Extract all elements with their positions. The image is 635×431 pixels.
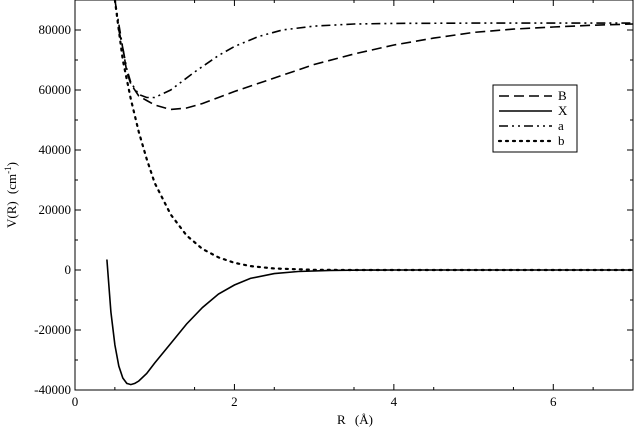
y-tick-label: 40000: [39, 142, 72, 157]
x-axis-label: R: [337, 412, 346, 427]
y-tick-label: 80000: [39, 22, 72, 37]
series-line-B: [118, 23, 633, 111]
legend-label-a: a: [558, 118, 564, 133]
y-axis-title: V(R) (cm-1): [3, 162, 19, 228]
series-line-b: [113, 0, 633, 272]
y-axis-unit-exponent: -1: [3, 166, 13, 174]
y-tick-label: -40000: [34, 382, 71, 397]
x-axis-title: R (Å): [337, 412, 373, 427]
plot-frame: [74, 0, 634, 391]
legend-label-B: B: [558, 88, 567, 103]
series-lines: [106, 0, 633, 386]
y-tick-label: -20000: [34, 322, 71, 337]
legend-label-X: X: [558, 103, 568, 118]
y-tick-label: 20000: [39, 202, 72, 217]
y-tick-label: 0: [65, 262, 72, 277]
y-tick-label: 60000: [39, 82, 72, 97]
x-tick-label: 0: [72, 394, 79, 409]
x-tick-label: 4: [391, 394, 398, 409]
series-line-X: [106, 259, 633, 386]
x-axis-unit: Å: [359, 412, 369, 427]
axis-ticks: 0 2 4 6 -40000 -20000 0 20000 40000 60000 80000: [34, 0, 633, 409]
y-axis-label: V(R): [4, 201, 19, 228]
x-tick-label: 6: [550, 394, 557, 409]
series-line-a: [114, 0, 633, 99]
x-tick-label: 2: [231, 394, 238, 409]
legend-label-b: b: [558, 133, 565, 148]
y-axis-unit: cm: [4, 174, 19, 190]
